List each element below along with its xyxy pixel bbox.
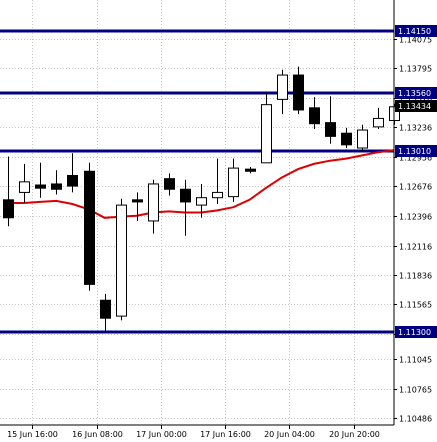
candle-bear: [100, 299, 111, 319]
level-label: 1.13010: [398, 147, 431, 156]
level-label: 1.11300: [398, 328, 431, 337]
candle-bull: [261, 104, 272, 164]
level-label-box: [395, 87, 437, 99]
candle-bull: [212, 191, 223, 199]
candle-bull: [196, 197, 207, 206]
y-tick-label: 1.14075: [399, 36, 432, 45]
candle-bear: [325, 122, 336, 137]
level-label-box: [395, 25, 437, 37]
x-tick-label: 20 Jun 20:00: [329, 430, 380, 439]
x-tick-label: 17 Jun 00:00: [136, 430, 187, 439]
candle-bear: [164, 178, 175, 190]
candle-bear: [3, 199, 14, 219]
grid: [0, 0, 394, 425]
current-price-box: [395, 100, 437, 112]
level-labels: 1.14150 1.13560 1.13010 1.11300 1.13434: [395, 25, 437, 338]
y-tick-label: 1.12956: [399, 154, 432, 163]
y-tick-label: 1.11565: [399, 301, 432, 310]
candle-bear: [35, 184, 46, 189]
candle-bear: [180, 188, 191, 203]
candle-bull: [357, 129, 368, 149]
candle-bull: [148, 183, 159, 222]
candle-bear: [309, 107, 320, 125]
candle-bear: [51, 183, 62, 190]
candle-bear: [245, 168, 256, 172]
x-tick-label: 16 Jun 08:00: [72, 430, 123, 439]
price-axis: 1.140751.137951.135161.132361.129561.126…: [394, 36, 432, 424]
candle-bull: [228, 167, 239, 198]
x-tick-label: 17 Jun 16:00: [200, 430, 251, 439]
y-tick-label: 1.10486: [399, 415, 432, 424]
y-tick-label: 1.11045: [399, 356, 432, 365]
candle-bear: [293, 74, 304, 111]
time-axis: 15 Jun 16:00 16 Jun 08:00 17 Jun 00:00 17 J…: [7, 425, 380, 439]
level-label-box: [395, 145, 437, 157]
level-label: 1.14150: [398, 27, 431, 36]
y-tick-label: 1.10765: [399, 386, 432, 395]
current-price-label: 1.13434: [398, 102, 431, 111]
candle-bear: [132, 199, 143, 203]
candle-bear: [84, 170, 95, 285]
y-tick-label: 1.13236: [399, 124, 432, 133]
level-label: 1.13560: [398, 89, 431, 98]
horizontal-levels: [0, 29, 394, 334]
level-label-box: [395, 326, 437, 338]
candle-bull: [19, 181, 30, 193]
candle-bull: [116, 204, 127, 317]
x-tick-label: 20 Jun 04:00: [264, 430, 315, 439]
y-tick-label: 1.13795: [399, 65, 432, 74]
y-tick-label: 1.12116: [399, 243, 432, 252]
candle-bull: [277, 74, 288, 100]
y-tick-label: 1.12396: [399, 213, 432, 222]
y-tick-label: 1.11836: [399, 272, 432, 281]
candle-bear: [67, 174, 78, 187]
x-tick-label: 15 Jun 16:00: [7, 430, 58, 439]
candle-bear: [341, 132, 352, 146]
y-tick-label: 1.12676: [399, 183, 432, 192]
candle-bull: [373, 117, 384, 128]
candles-layer: [3, 66, 400, 332]
